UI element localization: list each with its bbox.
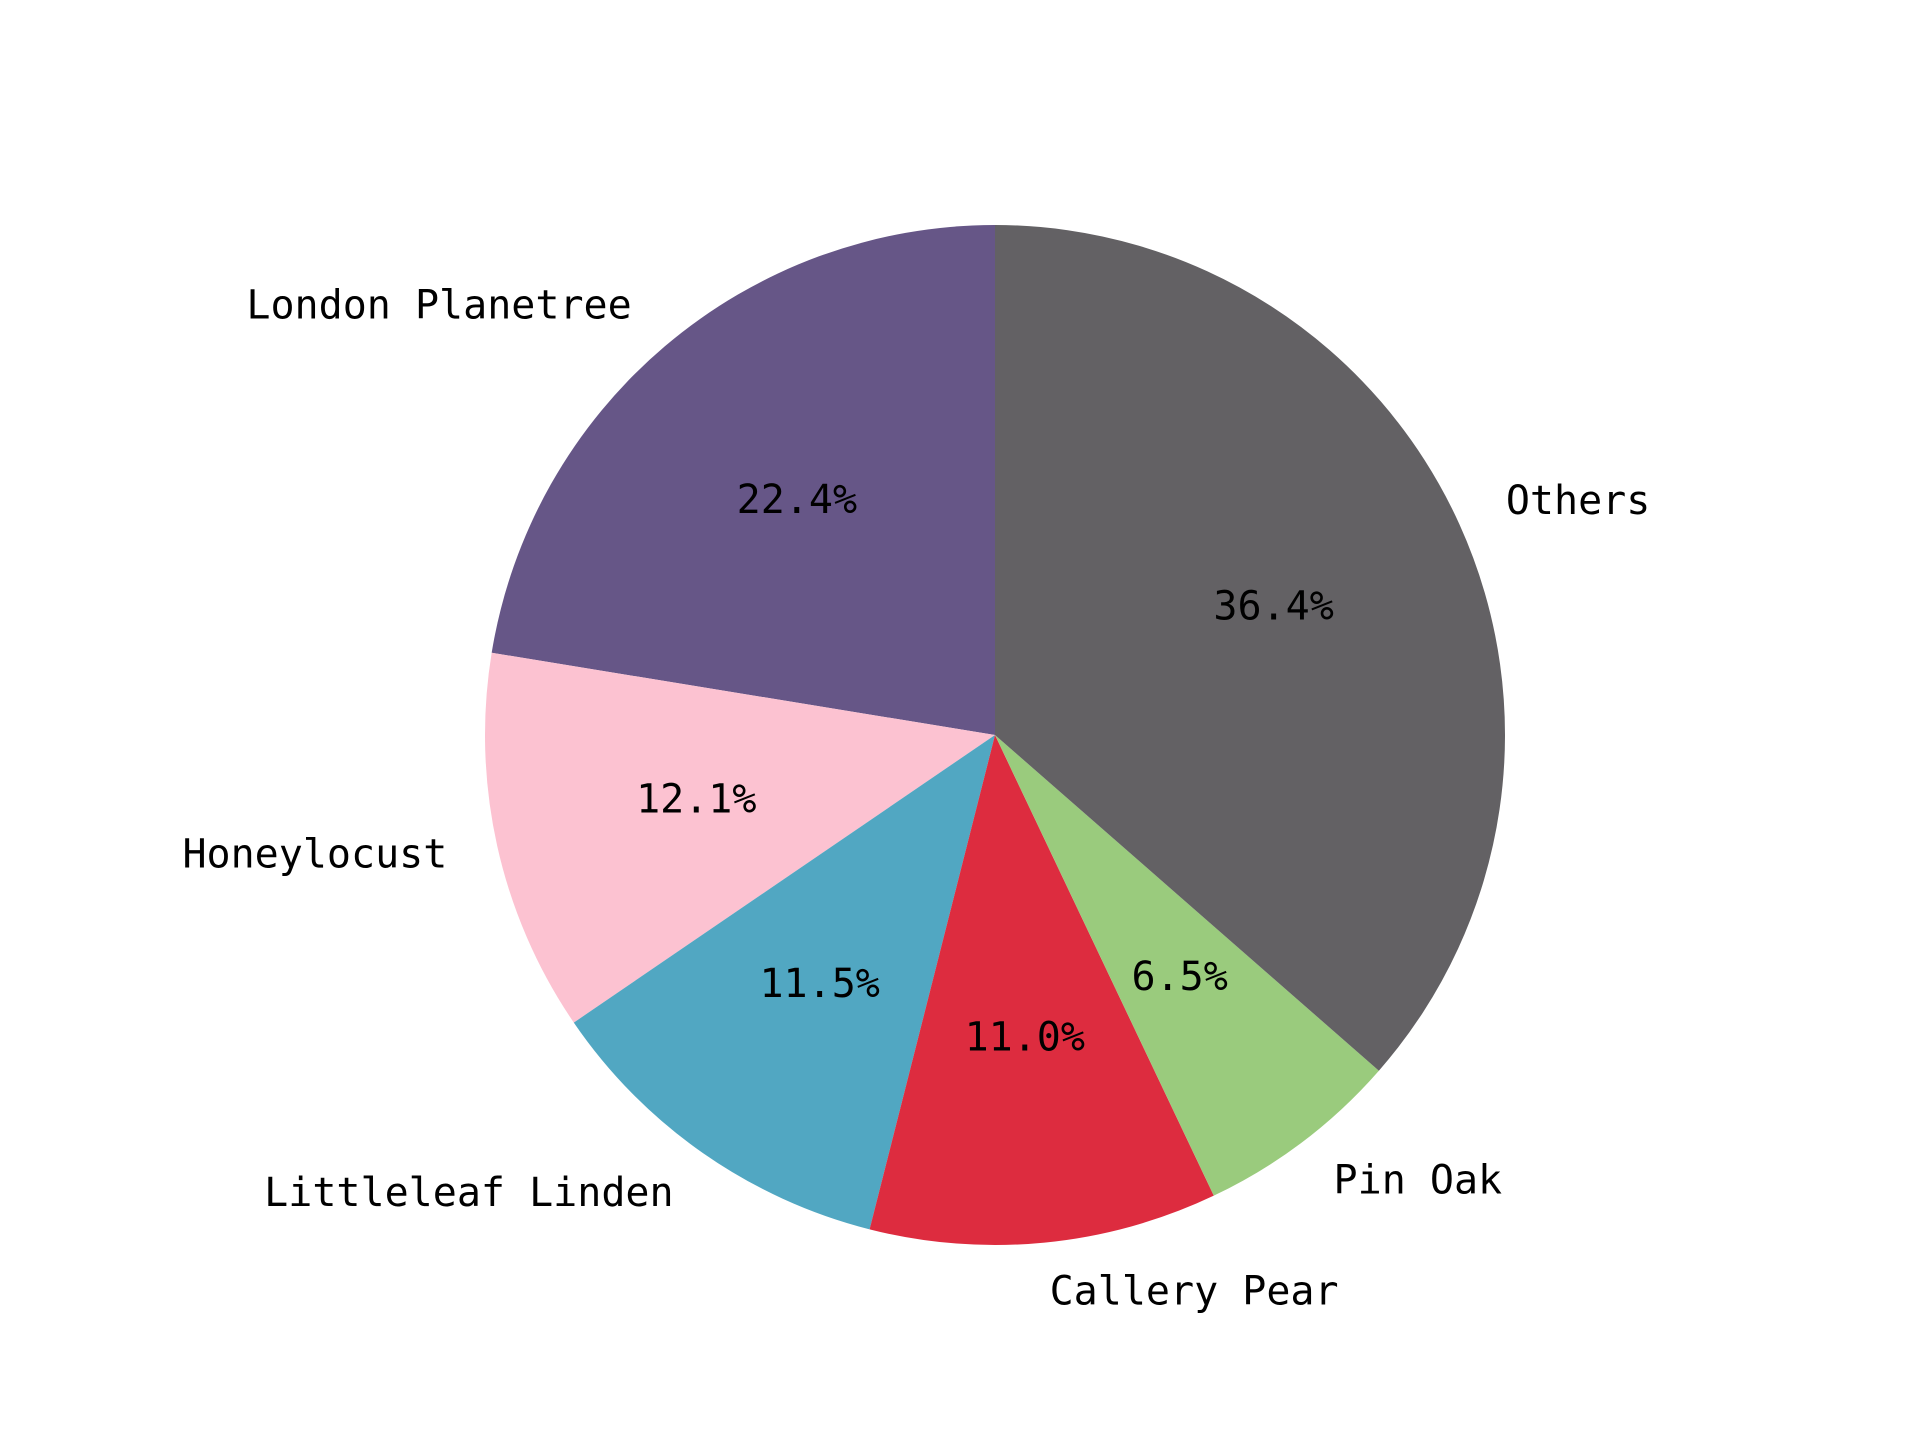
slice-label-callery-pear: Callery Pear xyxy=(1050,1268,1339,1314)
slice-pct-littleleaf-linden: 11.5% xyxy=(759,961,879,1007)
slice-pct-honeylocust: 12.1% xyxy=(636,776,756,822)
slice-pct-pin-oak: 6.5% xyxy=(1131,954,1227,1000)
pie-slice-pin-oak xyxy=(995,735,1379,1196)
slice-pct-callery-pear: 11.0% xyxy=(965,1015,1085,1061)
pie-slice-honeylocust xyxy=(485,652,995,1023)
slice-pct-others: 36.4% xyxy=(1213,584,1333,630)
pie-slice-london-planetree xyxy=(491,225,995,735)
slice-pct-london-planetree: 22.4% xyxy=(737,477,857,523)
slice-label-london-planetree: London Planetree xyxy=(246,283,631,329)
pie-labels: London Planetree 22.4% Honeylocust 12.1% Lit… xyxy=(182,283,1650,1315)
slice-label-others: Others xyxy=(1506,478,1651,524)
slice-label-honeylocust: Honeylocust xyxy=(182,832,447,878)
pie-slice-others xyxy=(995,224,1506,1071)
pie-slice-callery-pear xyxy=(869,735,1214,1246)
pie-slice-littleleaf-linden xyxy=(573,735,995,1230)
slice-label-littleleaf-linden: Littleleaf Linden xyxy=(264,1170,673,1216)
slice-label-pin-oak: Pin Oak xyxy=(1334,1157,1503,1203)
pie-slices xyxy=(485,224,1506,1246)
